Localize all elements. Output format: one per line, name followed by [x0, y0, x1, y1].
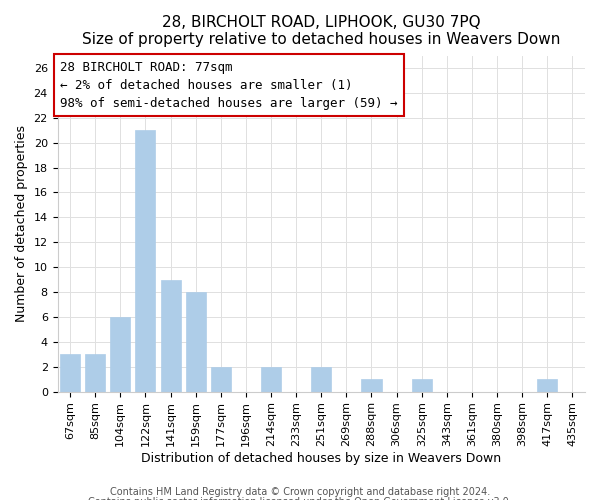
Y-axis label: Number of detached properties: Number of detached properties — [15, 125, 28, 322]
Bar — [412, 379, 432, 392]
Text: 28 BIRCHOLT ROAD: 77sqm
← 2% of detached houses are smaller (1)
98% of semi-deta: 28 BIRCHOLT ROAD: 77sqm ← 2% of detached… — [60, 60, 398, 110]
Bar — [537, 379, 557, 392]
Bar — [85, 354, 105, 392]
Bar — [211, 366, 231, 392]
Bar — [110, 317, 130, 392]
Text: Contains HM Land Registry data © Crown copyright and database right 2024.: Contains HM Land Registry data © Crown c… — [110, 487, 490, 497]
Bar — [361, 379, 382, 392]
Bar — [161, 280, 181, 392]
Bar — [261, 366, 281, 392]
Bar — [136, 130, 155, 392]
Text: Contains public sector information licensed under the Open Government Licence v3: Contains public sector information licen… — [88, 497, 512, 500]
Bar — [311, 366, 331, 392]
Bar — [60, 354, 80, 392]
X-axis label: Distribution of detached houses by size in Weavers Down: Distribution of detached houses by size … — [141, 452, 502, 465]
Bar — [185, 292, 206, 392]
Title: 28, BIRCHOLT ROAD, LIPHOOK, GU30 7PQ
Size of property relative to detached house: 28, BIRCHOLT ROAD, LIPHOOK, GU30 7PQ Siz… — [82, 15, 560, 48]
